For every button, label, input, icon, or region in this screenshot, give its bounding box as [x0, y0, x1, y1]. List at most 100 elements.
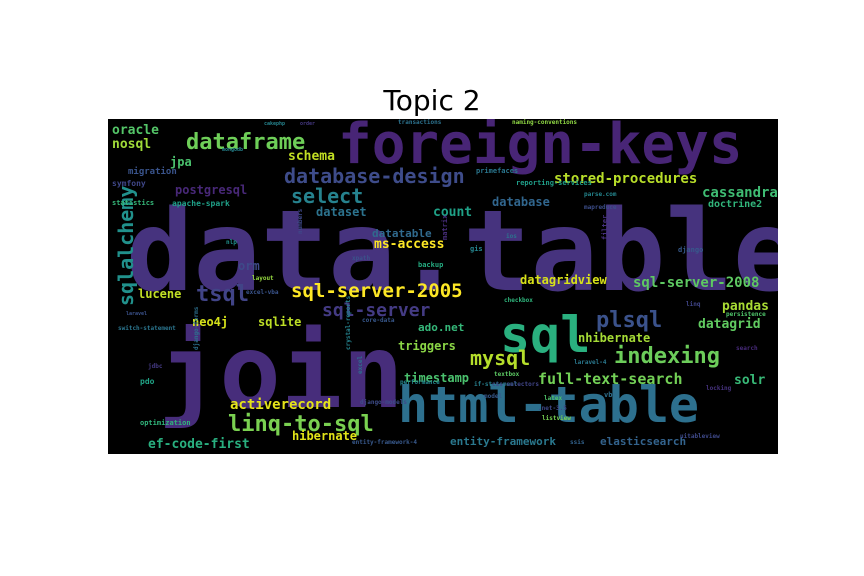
word-63: gis	[470, 245, 483, 253]
word-69: nlp	[226, 239, 237, 246]
word-29: ms-access	[374, 237, 445, 252]
word-92: ssis	[570, 439, 585, 446]
word-51: apache-spark	[172, 199, 230, 208]
word-55: mapreduce	[584, 204, 617, 211]
word-36: solr	[734, 373, 766, 388]
word-6: database-design	[284, 164, 465, 188]
word-83: django-models	[360, 399, 407, 406]
word-70: layout	[252, 275, 274, 282]
word-88: listview	[542, 415, 571, 422]
word-60: order	[300, 121, 316, 127]
word-84: performance	[400, 379, 440, 386]
word-16: sql-server-2008	[633, 275, 760, 291]
word-79: pdo	[140, 377, 155, 386]
word-58: mongodb	[222, 147, 244, 153]
word-72: core-data	[362, 317, 395, 324]
word-8: dataframe	[186, 130, 306, 155]
word-20: cassandra	[702, 185, 778, 201]
word-80: optimization	[140, 419, 191, 427]
word-67: django	[678, 246, 704, 254]
word-96: .net-3.5	[538, 405, 567, 412]
word-10: indexing	[614, 344, 720, 369]
word-27: database	[492, 195, 550, 209]
word-76: linq	[686, 301, 701, 308]
word-44: neo4j	[192, 315, 229, 329]
word-81: crystal-reports	[345, 295, 352, 350]
word-97: locking	[706, 385, 732, 392]
word-21: oracle	[112, 123, 159, 138]
word-1: join	[158, 313, 404, 432]
word-35: timestamp	[404, 371, 470, 385]
word-75: laravel	[126, 311, 148, 317]
word-93: model	[484, 393, 503, 400]
word-24: postgresql	[175, 183, 248, 197]
word-19: activerecord	[230, 397, 332, 413]
word-28: datatable	[372, 227, 432, 240]
word-89: search	[736, 345, 758, 352]
word-18: full-text-search	[538, 370, 683, 388]
word-85: textbox	[494, 371, 520, 378]
chart-title: Topic 2	[383, 84, 481, 117]
word-7: linq-to-sql	[228, 412, 374, 437]
word-34: triggers	[398, 339, 456, 353]
word-31: pandas	[722, 299, 769, 314]
word-90: persistence	[726, 311, 766, 318]
word-77: jdbc	[148, 363, 163, 370]
word-66: filter	[601, 214, 609, 240]
word-0: data.table	[126, 187, 778, 317]
word-39: entity-framework	[450, 435, 556, 448]
word-49: symfony	[112, 179, 146, 188]
word-47: ado.net	[418, 321, 465, 334]
word-48: migration	[128, 167, 177, 177]
word-62: xpath	[352, 255, 371, 262]
word-59: cakephp	[264, 121, 286, 127]
word-64: ios	[506, 233, 517, 240]
word-32: datagrid	[698, 317, 761, 332]
word-13: tsql	[196, 282, 249, 307]
word-25: dataset	[316, 205, 367, 219]
word-38: ef-code-first	[148, 437, 250, 452]
word-54: parse.com	[584, 191, 617, 198]
word-46: doctrine2	[708, 199, 763, 210]
word-74: switch-statement	[118, 325, 176, 332]
word-56: transactions	[398, 119, 442, 126]
word-22: nosql	[112, 137, 152, 152]
word-73: if-statement	[474, 381, 518, 388]
word-41: jpa	[170, 155, 192, 169]
word-30: datagridview	[520, 273, 607, 287]
word-98: checkbox	[504, 297, 533, 304]
word-12: sql-server	[322, 300, 431, 321]
word-61: backup	[418, 261, 444, 269]
word-15: mysql	[470, 346, 531, 370]
word-68: numbers	[297, 208, 304, 234]
word-99: entity-framework-4	[352, 439, 418, 446]
word-14: plsql	[596, 308, 663, 333]
word-5: sql-server-2005	[291, 280, 463, 302]
word-71: excel-vba	[246, 289, 279, 296]
word-3: html-table	[398, 376, 700, 434]
word-2: foreign-keys	[338, 119, 743, 177]
word-cloud: data.table join foreign-keys html-table sql s…	[108, 119, 778, 454]
word-65: matrix	[441, 214, 449, 240]
word-95: laravel-4	[574, 359, 607, 366]
word-52: primefaces	[476, 167, 519, 175]
word-78: django-forms	[193, 306, 200, 350]
word-23: schema	[288, 149, 335, 164]
word-42: orm	[238, 259, 260, 273]
word-33: nhibernate	[578, 331, 651, 345]
word-45: sqlite	[258, 315, 302, 329]
word-94: css-selectors	[492, 381, 539, 388]
word-4: sql	[500, 306, 591, 364]
word-37: hibernate	[292, 429, 358, 443]
word-17: stored-procedures	[554, 171, 698, 187]
word-26: count	[433, 205, 473, 220]
word-43: lucene	[138, 287, 182, 301]
word-82: excel	[357, 355, 364, 374]
word-57: naming-conventions	[512, 119, 578, 126]
word-11: select	[291, 184, 364, 208]
word-86: latex	[544, 395, 563, 402]
word-40: elasticsearch	[600, 435, 687, 448]
word-91: uitableview	[680, 433, 720, 440]
word-50: statistics	[112, 199, 155, 207]
word-53: reporting-services	[516, 179, 592, 187]
